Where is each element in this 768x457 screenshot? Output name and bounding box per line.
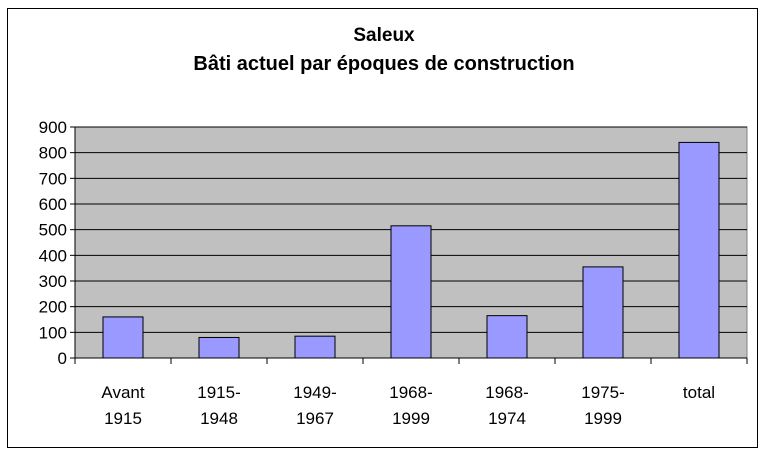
y-tick-label: 200 [39,298,67,317]
y-tick-label: 900 [39,118,67,137]
chart-title-block: Saleux Bâti actuel par époques de constr… [0,22,768,78]
y-tick-label: 400 [39,246,67,265]
x-category-label-line: 1999 [584,409,622,428]
x-category-label-line: 1915 [104,409,142,428]
y-tick-label: 500 [39,221,67,240]
x-category-label-line: 1967 [296,409,334,428]
x-category-label: 1975- 1999 [581,383,624,428]
x-category-label: total [683,383,715,402]
y-tick-label: 300 [39,272,67,291]
x-category-label: 1949- 1967 [293,383,336,428]
chart-subtitle: Bâti actuel par époques de construction [193,53,575,75]
x-category-label-line: Avant [101,383,144,402]
x-category-label-line: 1915- [197,383,240,402]
x-category-label-line: 1975- [581,383,624,402]
y-tick-label: 800 [39,144,67,163]
x-category-label-line: total [683,383,715,402]
x-category-label: 1915- 1948 [197,383,240,428]
x-category-label-line: 1968- [389,383,432,402]
chart-title: Saleux [353,25,415,46]
y-tick-label: 0 [58,349,67,368]
bar [102,316,144,359]
x-category-label-line: 1999 [392,409,430,428]
x-category-label-line: 1948 [200,409,238,428]
bar [678,141,720,359]
bar [582,266,624,359]
x-category-label: 1968- 1999 [389,383,432,428]
bar [294,335,336,359]
x-category-label-line: 1949- [293,383,336,402]
x-category-label: 1968- 1974 [485,383,528,428]
x-category-label-line: 1968- [485,383,528,402]
bar [198,336,240,359]
y-tick-label: 100 [39,323,67,342]
x-category-label: Avant 1915 [101,383,144,428]
bar [390,225,432,359]
y-tick-label: 700 [39,169,67,188]
y-tick-label: 600 [39,195,67,214]
bar [486,315,528,359]
x-category-label-line: 1974 [488,409,526,428]
